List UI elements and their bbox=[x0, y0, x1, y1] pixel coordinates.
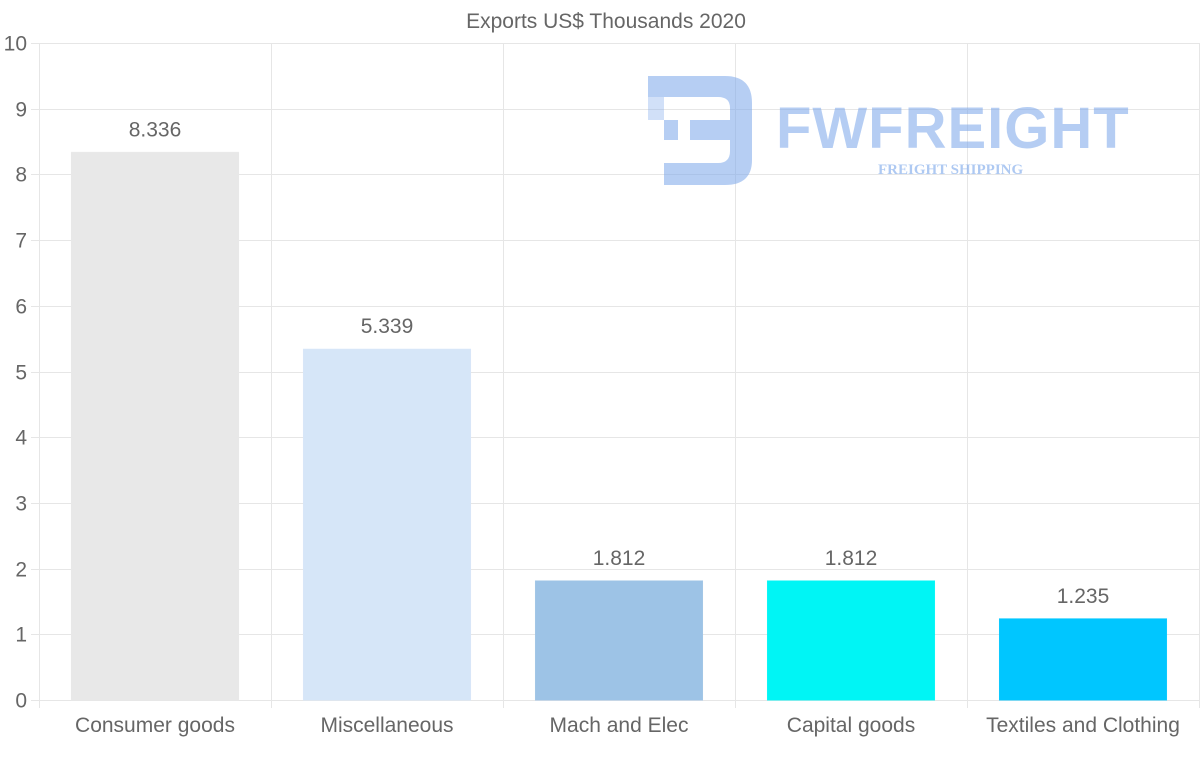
axes: 0 1 2 3 4 5 6 7 8 9 10 Consumer goods Miscellaneous M… bbox=[4, 33, 1180, 738]
x-tick-label: Mach and Elec bbox=[550, 714, 689, 737]
y-tick-label: 8 bbox=[15, 164, 27, 187]
x-tick-label: Miscellaneous bbox=[320, 714, 453, 737]
data-label: 1.235 bbox=[1057, 585, 1110, 608]
watermark-brand: FWFREIGHT bbox=[776, 96, 1130, 161]
y-tick-label: 5 bbox=[15, 362, 27, 385]
bar-textiles-and-clothing[interactable] bbox=[998, 618, 1168, 701]
value-labels: 8.336 5.339 1.812 1.812 1.235 bbox=[129, 118, 1110, 608]
watermark-tagline: FREIGHT SHIPPING bbox=[878, 162, 1023, 178]
x-tick-label: Consumer goods bbox=[75, 714, 235, 737]
bar-consumer-goods[interactable] bbox=[70, 151, 240, 701]
y-tick-label: 2 bbox=[15, 559, 27, 582]
watermark: FWFREIGHT FREIGHT SHIPPING bbox=[648, 76, 1130, 185]
y-tick-label: 0 bbox=[15, 690, 27, 713]
y-tick-label: 3 bbox=[15, 493, 27, 516]
data-label: 1.812 bbox=[825, 547, 878, 570]
chart-title: Exports US$ Thousands 2020 bbox=[466, 10, 746, 33]
x-tick-label: Capital goods bbox=[787, 714, 915, 737]
y-tick-label: 6 bbox=[15, 296, 27, 319]
x-tick-label: Textiles and Clothing bbox=[986, 714, 1180, 737]
bars bbox=[70, 151, 1168, 701]
data-label: 5.339 bbox=[361, 315, 414, 338]
y-tick-label: 7 bbox=[15, 230, 27, 253]
bar-capital-goods[interactable] bbox=[766, 580, 936, 701]
y-tick-label: 9 bbox=[15, 99, 27, 122]
data-label: 1.812 bbox=[593, 547, 646, 570]
watermark-logo-icon bbox=[648, 76, 752, 185]
data-label: 8.336 bbox=[129, 118, 182, 141]
y-tick-label: 10 bbox=[4, 33, 27, 56]
bar-miscellaneous[interactable] bbox=[302, 348, 472, 701]
y-tick-label: 1 bbox=[15, 624, 27, 647]
bar-mach-and-elec[interactable] bbox=[534, 580, 704, 701]
y-tick-label: 4 bbox=[15, 427, 27, 450]
